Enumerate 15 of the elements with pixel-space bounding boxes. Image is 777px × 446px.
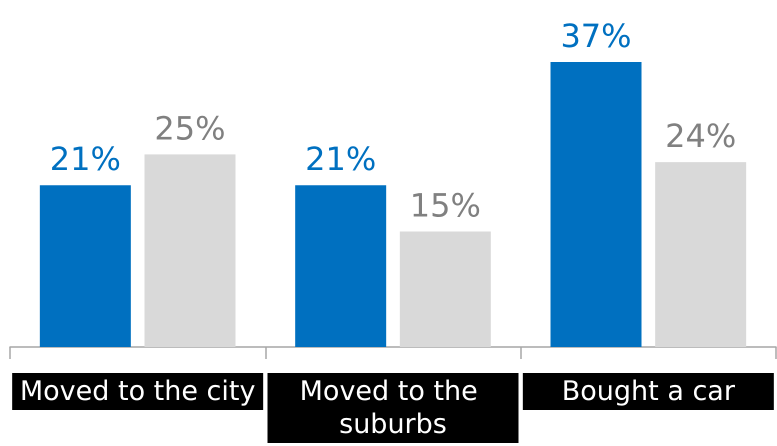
data-label: 21% (305, 140, 376, 178)
data-label: 21% (50, 140, 121, 178)
bar (40, 185, 131, 347)
bar (550, 62, 642, 347)
bar (295, 185, 386, 347)
x-tick-label: Moved to the city (20, 376, 256, 407)
data-label: 24% (665, 117, 736, 156)
data-label: 25% (154, 109, 226, 148)
x-tick-label: Bought a car (562, 376, 736, 407)
bar (144, 154, 236, 347)
data-label: 15% (410, 186, 481, 224)
bar (400, 231, 491, 347)
data-label: 37% (560, 17, 632, 55)
bar (655, 162, 746, 347)
x-tick-label: Moved to the suburbs (300, 376, 486, 440)
